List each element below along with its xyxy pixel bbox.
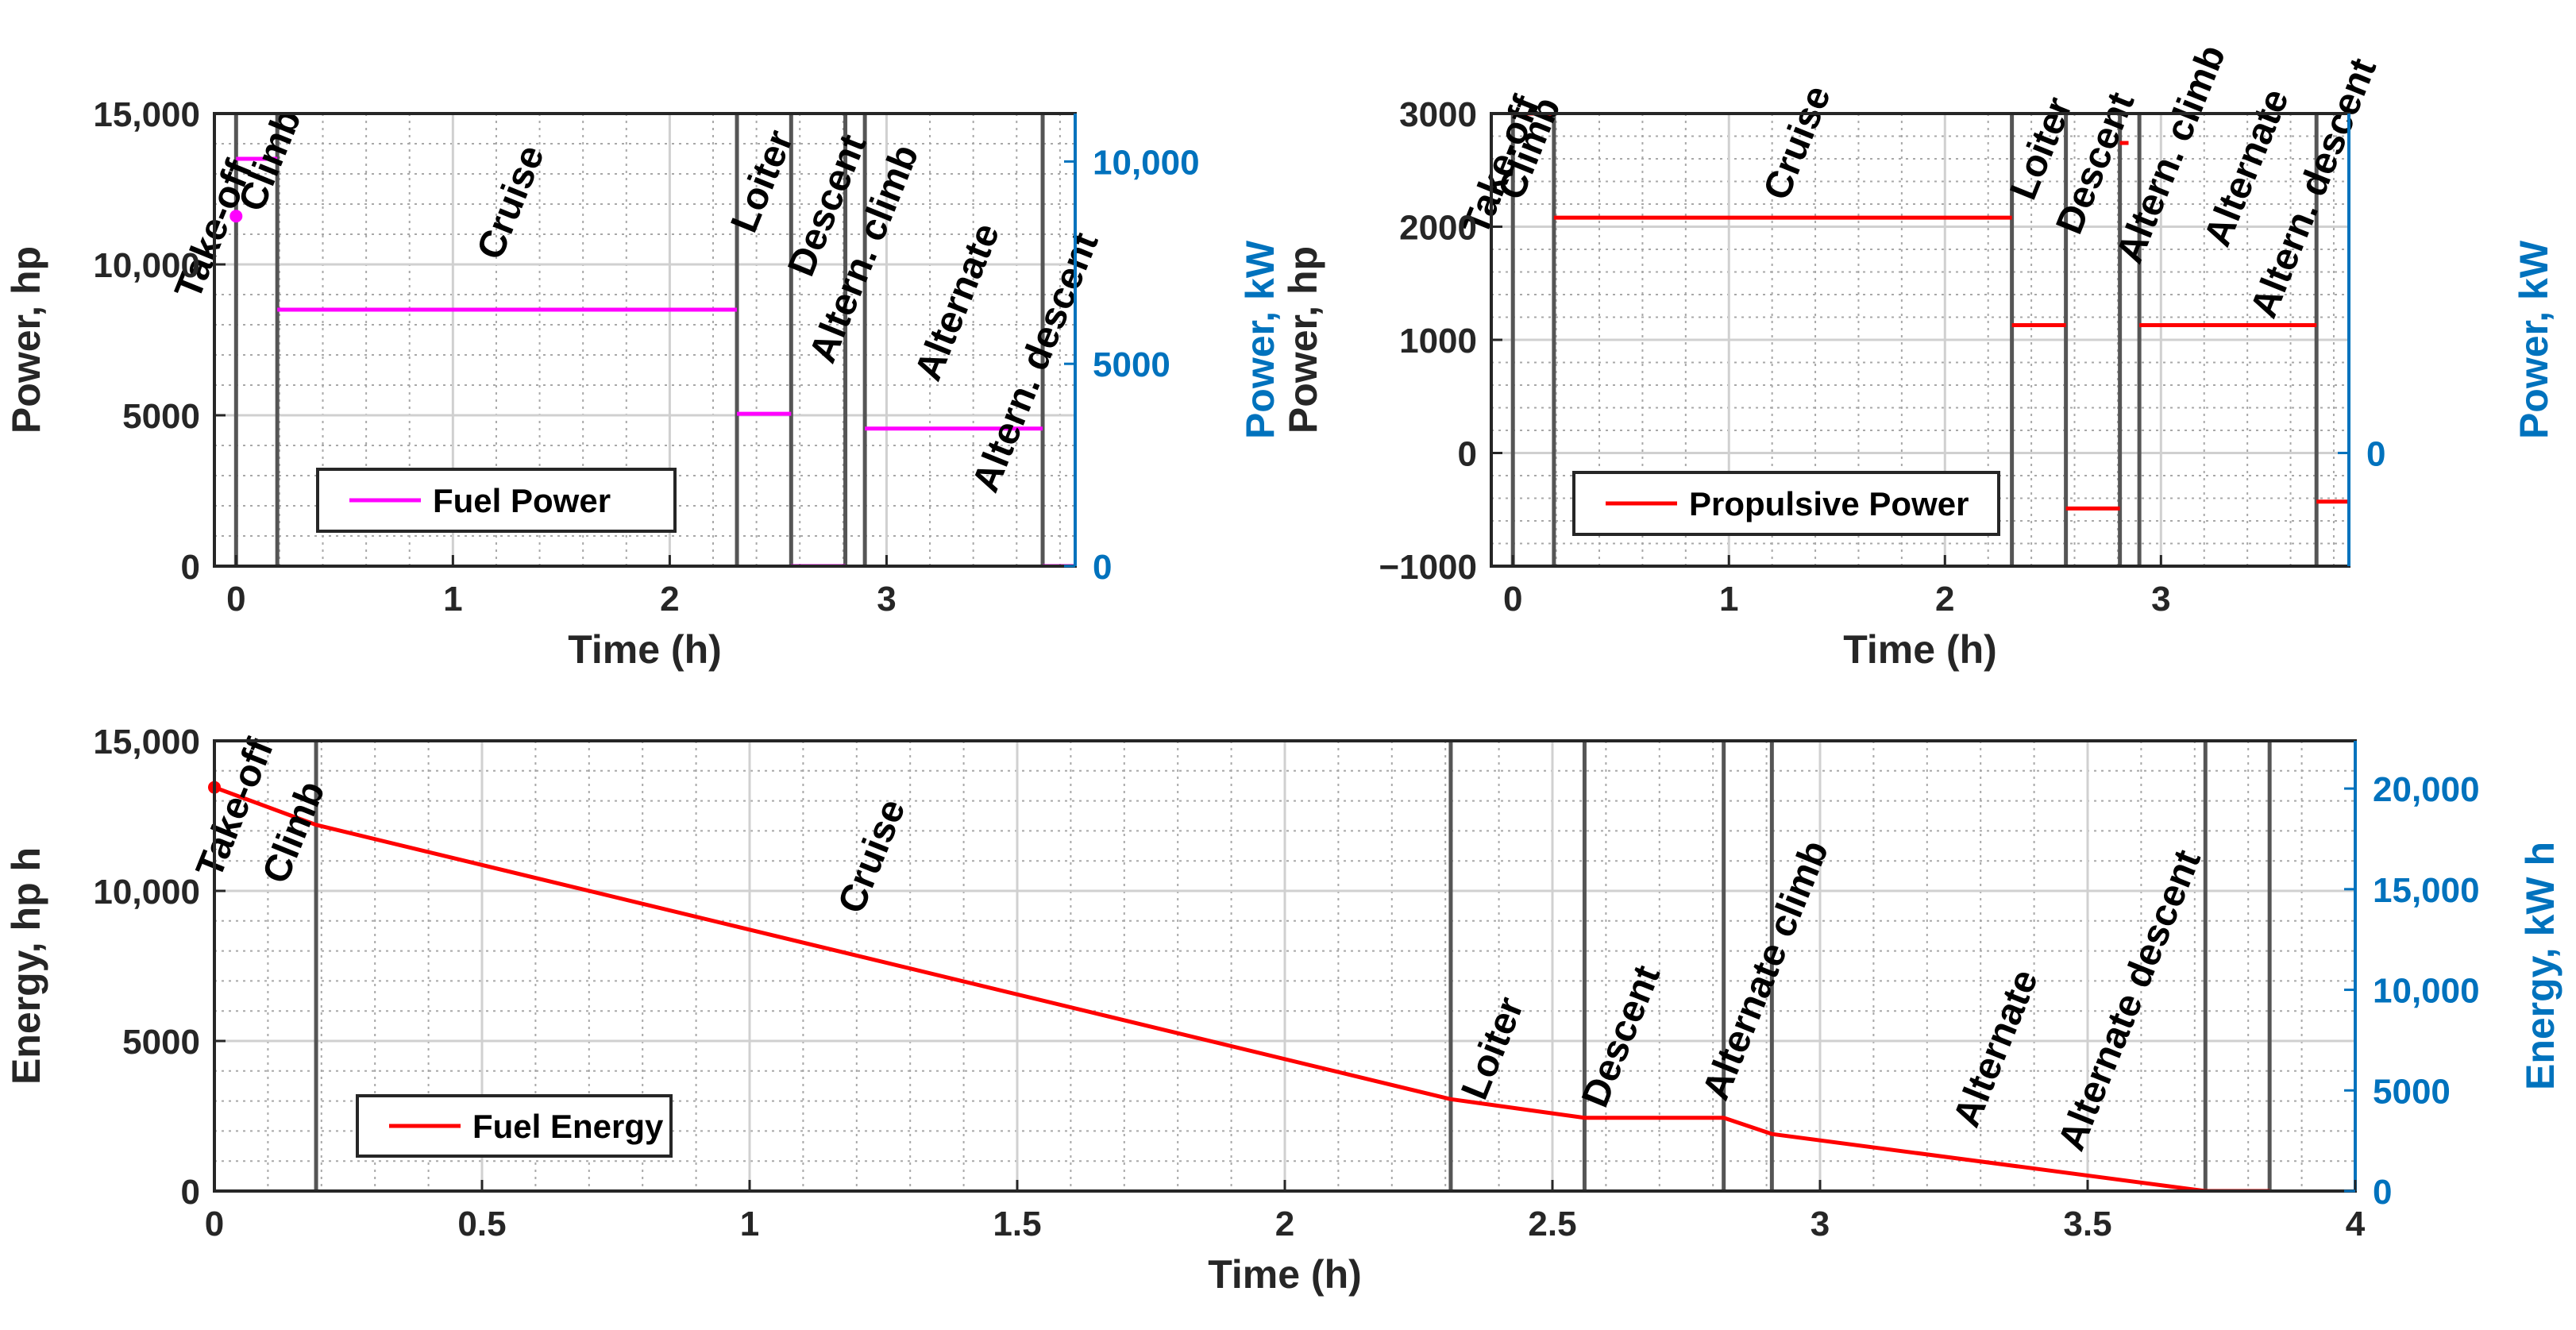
y-right-tick-label: 5000 — [2373, 1072, 2451, 1111]
legend-label: Fuel Power — [433, 482, 611, 519]
x-tick-label: 3.5 — [2063, 1205, 2111, 1243]
y-axis-label-right: Power, kW — [2512, 240, 2556, 439]
x-tick-label: 1 — [740, 1205, 759, 1243]
y-tick-label: 1000 — [1399, 322, 1477, 360]
y-tick-label: 10,000 — [93, 246, 200, 285]
y-tick-label: 0 — [181, 548, 200, 587]
data — [214, 785, 2270, 1191]
x-tick-label: 1.5 — [993, 1205, 1041, 1243]
x-tick-label: 2 — [1275, 1205, 1294, 1243]
phase-boundaries — [233, 114, 1045, 566]
y-right-tick-label: 0 — [1093, 548, 1112, 587]
legend: Propulsive Power — [1572, 471, 2000, 536]
x-tick-label: 3 — [2151, 580, 2170, 619]
x-tick-label: 0 — [205, 1205, 224, 1243]
grid — [1491, 114, 2349, 566]
x-tick-label: 2.5 — [1528, 1205, 1576, 1243]
data — [1513, 114, 2349, 511]
legend-label: Propulsive Power — [1689, 485, 1969, 522]
y-tick-label: 2000 — [1399, 209, 1477, 248]
series-line — [214, 785, 2270, 1191]
x-tick-label: 4 — [2346, 1205, 2366, 1243]
y-right-tick-label: 15,000 — [2373, 871, 2480, 910]
x-tick-label: 2 — [660, 580, 679, 619]
x-axis-label: Time (h) — [1843, 627, 1997, 672]
y-tick-label: 10,000 — [93, 873, 200, 912]
y-right-tick-label: 20,000 — [2373, 770, 2480, 809]
x-tick-label: 0 — [226, 580, 245, 619]
y-right-tick-label: 10,000 — [2373, 972, 2480, 1011]
y-tick-label: 0 — [1458, 435, 1477, 474]
x-tick-label: 0 — [1503, 580, 1522, 619]
x-tick-label: 1 — [1719, 580, 1738, 619]
y-tick-label: 0 — [181, 1173, 200, 1212]
y-tick-label: 5000 — [122, 1023, 200, 1062]
x-tick-label: 3 — [877, 580, 896, 619]
y-axis-label: Energy, hp h — [4, 847, 48, 1085]
y-right-tick-label: 10,000 — [1093, 143, 1200, 182]
y-tick-label: 5000 — [122, 397, 200, 436]
phase-boundaries — [1510, 114, 2319, 566]
x-tick-label: 3 — [1811, 1205, 1830, 1243]
x-axis-label: Time (h) — [1208, 1252, 1362, 1297]
x-tick-label: 2 — [1935, 580, 1954, 619]
y-right-tick-label: 5000 — [1093, 345, 1170, 384]
data-point — [229, 210, 243, 223]
y-axis-label-right: Energy, kW h — [2518, 842, 2563, 1090]
x-tick-label: 1 — [443, 580, 462, 619]
y-right-tick-label: 0 — [2373, 1173, 2392, 1212]
legend: Fuel Energy — [356, 1094, 673, 1158]
x-axis-label: Time (h) — [568, 627, 722, 672]
y-tick-label: −1000 — [1379, 548, 1477, 587]
y-right-tick-label: 0 — [2366, 434, 2385, 473]
x-tick-label: 0.5 — [457, 1205, 506, 1243]
y-tick-label: 3000 — [1399, 95, 1477, 134]
y-axis-label-right: Power, kW — [1238, 240, 1282, 439]
y-tick-label: 15,000 — [93, 723, 200, 761]
y-axis-label: Power, hp — [4, 246, 48, 434]
y-tick-label: 15,000 — [93, 95, 200, 134]
legend-label: Fuel Energy — [472, 1108, 664, 1145]
data — [236, 156, 1075, 566]
grid — [214, 741, 2355, 1191]
legend: Fuel Power — [316, 468, 677, 533]
y-axis-label: Power, hp — [1281, 246, 1325, 434]
